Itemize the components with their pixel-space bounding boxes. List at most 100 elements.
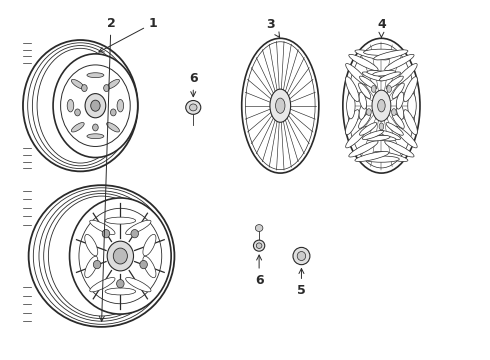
Ellipse shape bbox=[396, 102, 404, 120]
Ellipse shape bbox=[102, 230, 110, 238]
Ellipse shape bbox=[105, 288, 136, 295]
Ellipse shape bbox=[385, 141, 414, 157]
Ellipse shape bbox=[379, 72, 400, 81]
Ellipse shape bbox=[90, 220, 115, 235]
Ellipse shape bbox=[367, 135, 390, 141]
Ellipse shape bbox=[85, 234, 98, 256]
Ellipse shape bbox=[107, 241, 133, 271]
Ellipse shape bbox=[91, 100, 100, 111]
Ellipse shape bbox=[67, 99, 74, 112]
Ellipse shape bbox=[275, 98, 285, 113]
Ellipse shape bbox=[392, 109, 396, 116]
Ellipse shape bbox=[359, 92, 367, 109]
Ellipse shape bbox=[387, 85, 392, 93]
Ellipse shape bbox=[186, 100, 201, 114]
Ellipse shape bbox=[374, 50, 408, 60]
Ellipse shape bbox=[373, 71, 396, 76]
Ellipse shape bbox=[72, 80, 84, 89]
Text: 6: 6 bbox=[255, 255, 264, 287]
Ellipse shape bbox=[105, 217, 136, 224]
Ellipse shape bbox=[395, 126, 417, 148]
Ellipse shape bbox=[362, 131, 384, 139]
Ellipse shape bbox=[378, 99, 385, 112]
Ellipse shape bbox=[125, 220, 151, 235]
Ellipse shape bbox=[355, 152, 389, 162]
Ellipse shape bbox=[355, 50, 389, 60]
Ellipse shape bbox=[256, 243, 262, 248]
Ellipse shape bbox=[396, 92, 404, 109]
Ellipse shape bbox=[117, 99, 123, 112]
Ellipse shape bbox=[85, 256, 98, 278]
Ellipse shape bbox=[345, 77, 359, 102]
Ellipse shape bbox=[242, 38, 319, 173]
Text: 3: 3 bbox=[267, 18, 280, 37]
Ellipse shape bbox=[379, 123, 384, 130]
Ellipse shape bbox=[140, 260, 147, 269]
Ellipse shape bbox=[190, 104, 197, 111]
Ellipse shape bbox=[367, 71, 390, 76]
Ellipse shape bbox=[343, 38, 420, 173]
Ellipse shape bbox=[107, 122, 120, 132]
Ellipse shape bbox=[346, 93, 355, 119]
Ellipse shape bbox=[90, 278, 115, 292]
Ellipse shape bbox=[131, 230, 139, 238]
Ellipse shape bbox=[395, 63, 417, 85]
Ellipse shape bbox=[385, 54, 414, 71]
Ellipse shape bbox=[372, 90, 391, 121]
Ellipse shape bbox=[72, 122, 84, 132]
Ellipse shape bbox=[93, 124, 98, 131]
Ellipse shape bbox=[297, 252, 306, 261]
Ellipse shape bbox=[143, 234, 156, 256]
Ellipse shape bbox=[386, 76, 403, 89]
Ellipse shape bbox=[359, 102, 367, 120]
Ellipse shape bbox=[360, 76, 377, 89]
Ellipse shape bbox=[81, 85, 87, 91]
Ellipse shape bbox=[293, 247, 310, 265]
Ellipse shape bbox=[373, 135, 396, 141]
Ellipse shape bbox=[53, 54, 138, 158]
Ellipse shape bbox=[359, 83, 371, 99]
Ellipse shape bbox=[253, 240, 265, 251]
Ellipse shape bbox=[110, 109, 116, 116]
Ellipse shape bbox=[70, 198, 171, 314]
Ellipse shape bbox=[379, 131, 400, 139]
Ellipse shape bbox=[364, 156, 399, 162]
Ellipse shape bbox=[349, 141, 378, 157]
Ellipse shape bbox=[349, 54, 378, 71]
Ellipse shape bbox=[374, 152, 408, 162]
Ellipse shape bbox=[85, 94, 106, 118]
Text: 1: 1 bbox=[99, 17, 158, 52]
Ellipse shape bbox=[117, 279, 124, 288]
Ellipse shape bbox=[359, 113, 371, 129]
Ellipse shape bbox=[87, 73, 104, 78]
Ellipse shape bbox=[23, 40, 138, 171]
Text: 6: 6 bbox=[189, 72, 197, 96]
Ellipse shape bbox=[371, 85, 376, 93]
Ellipse shape bbox=[93, 260, 101, 269]
Ellipse shape bbox=[87, 134, 104, 139]
Ellipse shape bbox=[345, 126, 368, 148]
Ellipse shape bbox=[360, 123, 377, 135]
Text: 5: 5 bbox=[297, 269, 306, 297]
Ellipse shape bbox=[345, 110, 359, 135]
Ellipse shape bbox=[345, 63, 368, 85]
Ellipse shape bbox=[367, 109, 371, 116]
Ellipse shape bbox=[386, 123, 403, 135]
Text: 2: 2 bbox=[99, 17, 115, 321]
Ellipse shape bbox=[364, 49, 399, 55]
Ellipse shape bbox=[392, 113, 404, 129]
Ellipse shape bbox=[255, 225, 263, 231]
Ellipse shape bbox=[362, 72, 384, 81]
Ellipse shape bbox=[125, 278, 151, 292]
Ellipse shape bbox=[104, 85, 109, 91]
Ellipse shape bbox=[113, 248, 127, 264]
Ellipse shape bbox=[74, 109, 80, 116]
Ellipse shape bbox=[28, 185, 174, 327]
Ellipse shape bbox=[392, 83, 404, 99]
Ellipse shape bbox=[270, 89, 291, 122]
Ellipse shape bbox=[404, 110, 417, 135]
Text: 4: 4 bbox=[377, 18, 386, 37]
Ellipse shape bbox=[408, 93, 416, 119]
Ellipse shape bbox=[107, 80, 120, 89]
Ellipse shape bbox=[404, 77, 417, 102]
